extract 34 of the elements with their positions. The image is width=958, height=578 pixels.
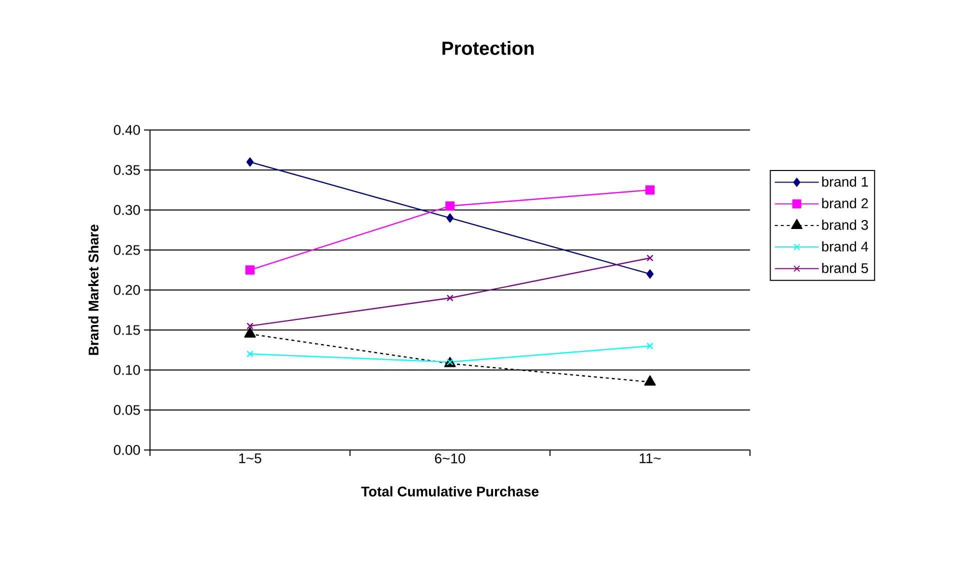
point [246,350,254,358]
y-tick-label: 0.05 [114,405,140,415]
point [245,265,255,275]
y-tick-label: 0.15 [114,325,140,335]
point [244,327,256,338]
point [446,358,454,366]
legend-label: brand 5 [822,262,868,274]
point [446,294,454,302]
point [644,375,656,386]
y-tick-label: 0.25 [114,245,140,255]
x-tick-label: 1~5 [239,454,262,464]
legend-label: brand 2 [822,198,868,208]
y-tick-label: 0.00 [114,445,140,455]
point [646,342,654,350]
y-tick-label: 0.35 [114,165,140,175]
chart-title: Protection [442,41,534,55]
point [645,185,655,195]
y-tick-label: 0.10 [114,365,140,375]
legend-label: brand 3 [822,220,868,230]
point [446,213,454,223]
y-axis-title: Brand Market Share [88,224,99,355]
legend-label: brand 1 [822,176,868,187]
x-axis-title: Total Cumulative Purchase [361,486,539,496]
point [246,157,254,167]
x-tick-label: 11~ [640,454,661,464]
point [646,254,654,262]
point [445,201,455,211]
y-tick-label: 0.40 [114,125,140,135]
point [246,322,254,330]
x-tick-label: 6~10 [435,453,466,464]
y-tick-label: 0.30 [114,205,140,215]
legend-label: brand 4 [822,241,868,252]
y-tick-label: 0.20 [114,285,140,295]
point [646,269,654,279]
